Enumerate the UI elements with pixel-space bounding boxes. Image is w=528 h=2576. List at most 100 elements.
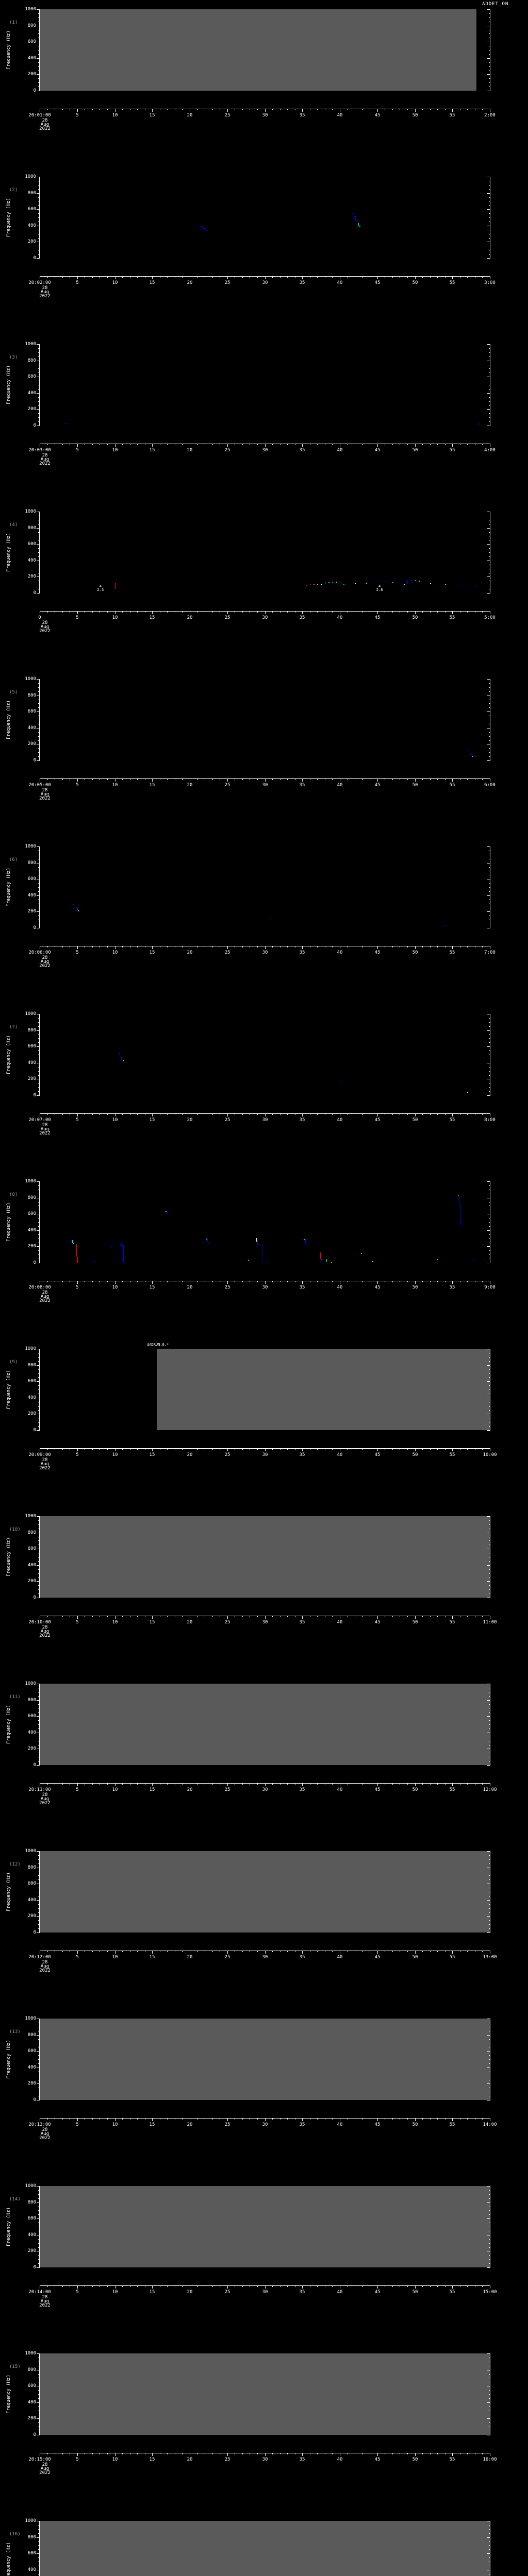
x-tick bbox=[407, 778, 408, 780]
y-tick-label: 800 bbox=[27, 1865, 36, 1870]
x-tick bbox=[167, 778, 168, 780]
x-tick-label: 45 bbox=[374, 280, 381, 285]
data-point bbox=[203, 228, 204, 229]
y-tick bbox=[487, 1046, 490, 1047]
y-tick-label: 600 bbox=[27, 207, 36, 212]
x-tick bbox=[227, 611, 228, 614]
x-tick bbox=[212, 109, 213, 110]
y-tick-label: 0 bbox=[33, 1762, 36, 1768]
x-tick bbox=[482, 1281, 483, 1282]
data-point bbox=[470, 753, 471, 754]
y-axis-title: Frequency (Hz) bbox=[6, 868, 11, 907]
x-tick bbox=[137, 109, 138, 110]
x-axis-line bbox=[40, 611, 490, 612]
data-point bbox=[269, 918, 270, 919]
x-tick bbox=[317, 2285, 318, 2287]
x-tick bbox=[452, 2453, 453, 2456]
x-tick-label: 30 bbox=[262, 615, 268, 620]
x-tick bbox=[257, 611, 258, 613]
x-tick bbox=[362, 778, 363, 780]
data-point bbox=[460, 1206, 461, 1207]
data-point bbox=[208, 1243, 209, 1244]
x-tick bbox=[182, 1951, 183, 1952]
y-tick bbox=[38, 1712, 40, 1713]
x-tick-label: 5 bbox=[76, 1620, 79, 1625]
x-tick bbox=[272, 444, 273, 445]
x-tick bbox=[272, 1616, 273, 1617]
x-tick bbox=[265, 1616, 266, 1619]
y-tick bbox=[38, 2039, 40, 2040]
y-tick-label: 0 bbox=[33, 925, 36, 930]
y-tick-label: 1000 bbox=[25, 509, 36, 514]
x-tick bbox=[212, 1281, 213, 1282]
y-tick bbox=[489, 1369, 490, 1370]
x-tick-label-end: 16:00 bbox=[483, 2457, 497, 2462]
x-tick bbox=[467, 1951, 468, 1952]
x-tick-label: 35 bbox=[299, 2122, 305, 2127]
x-tick-label: 40 bbox=[337, 950, 343, 955]
x-tick-label: 35 bbox=[299, 950, 305, 955]
y-tick bbox=[487, 1365, 490, 1366]
x-tick-label-end: 10:00 bbox=[483, 1452, 497, 1458]
data-annotation: 4 2.3 bbox=[97, 584, 104, 592]
x-tick bbox=[107, 109, 108, 110]
y-tick bbox=[489, 2422, 490, 2423]
y-tick bbox=[37, 593, 40, 594]
y-tick bbox=[489, 1361, 490, 1362]
y-tick bbox=[38, 2394, 40, 2395]
x-tick bbox=[407, 444, 408, 445]
x-tick bbox=[445, 1113, 446, 1115]
x-tick-label: 35 bbox=[299, 615, 305, 620]
y-tick-label: 600 bbox=[27, 1714, 36, 1719]
y-tick bbox=[38, 1724, 40, 1725]
plot-area-10 bbox=[40, 1516, 490, 1598]
x-tick bbox=[430, 946, 431, 947]
x-tick bbox=[445, 1616, 446, 1617]
x-tick bbox=[47, 778, 48, 780]
y-tick-label: 1000 bbox=[25, 1011, 36, 1016]
x-tick bbox=[62, 2453, 63, 2454]
y-tick bbox=[38, 1071, 40, 1072]
data-point bbox=[467, 1092, 468, 1093]
x-tick bbox=[317, 276, 318, 278]
x-tick bbox=[317, 1448, 318, 1450]
x-tick-label: 10 bbox=[112, 113, 118, 118]
y-tick bbox=[37, 2051, 40, 2052]
x-tick bbox=[272, 276, 273, 278]
data-point bbox=[73, 1243, 74, 1244]
y-tick-label: 400 bbox=[27, 1060, 36, 1065]
x-tick-label: 50 bbox=[412, 1452, 418, 1458]
x-axis-date: 28 Aug 2022 bbox=[39, 1625, 51, 1638]
y-tick-label: 1000 bbox=[25, 1346, 36, 1351]
y-tick bbox=[489, 1569, 490, 1570]
x-tick bbox=[212, 1951, 213, 1952]
panel-index-3: (3) bbox=[9, 355, 18, 360]
x-tick bbox=[287, 2285, 288, 2287]
y-tick bbox=[489, 1561, 490, 1562]
y-tick bbox=[38, 2525, 40, 2526]
x-tick bbox=[482, 109, 483, 110]
y-tick bbox=[489, 2039, 490, 2040]
x-tick bbox=[122, 611, 123, 613]
x-tick-label: 10 bbox=[112, 1620, 118, 1625]
y-tick bbox=[38, 707, 40, 708]
plot-area-4 bbox=[40, 512, 490, 593]
y-tick bbox=[37, 846, 40, 847]
y-tick bbox=[38, 405, 40, 406]
x-tick bbox=[430, 2118, 431, 2120]
x-tick bbox=[377, 1616, 378, 1619]
x-axis-line bbox=[40, 2118, 490, 2119]
y-tick bbox=[489, 413, 490, 414]
x-axis-line bbox=[40, 2285, 490, 2286]
x-tick bbox=[122, 946, 123, 947]
x-tick bbox=[167, 1951, 168, 1952]
x-tick bbox=[77, 611, 78, 614]
x-axis-15: 20:15:00 5 10 15 20 25 30 35 40 45 50 55 16:00 28 Aug 2… bbox=[0, 2453, 528, 2476]
y-tick bbox=[38, 556, 40, 557]
y-tick-label: 800 bbox=[27, 1195, 36, 1200]
x-tick-label: 30 bbox=[262, 2290, 268, 2295]
x-tick bbox=[197, 1448, 198, 1450]
y-tick bbox=[38, 2398, 40, 2399]
y-tick-label: 600 bbox=[27, 39, 36, 45]
x-tick-label: 15 bbox=[149, 1787, 155, 1792]
